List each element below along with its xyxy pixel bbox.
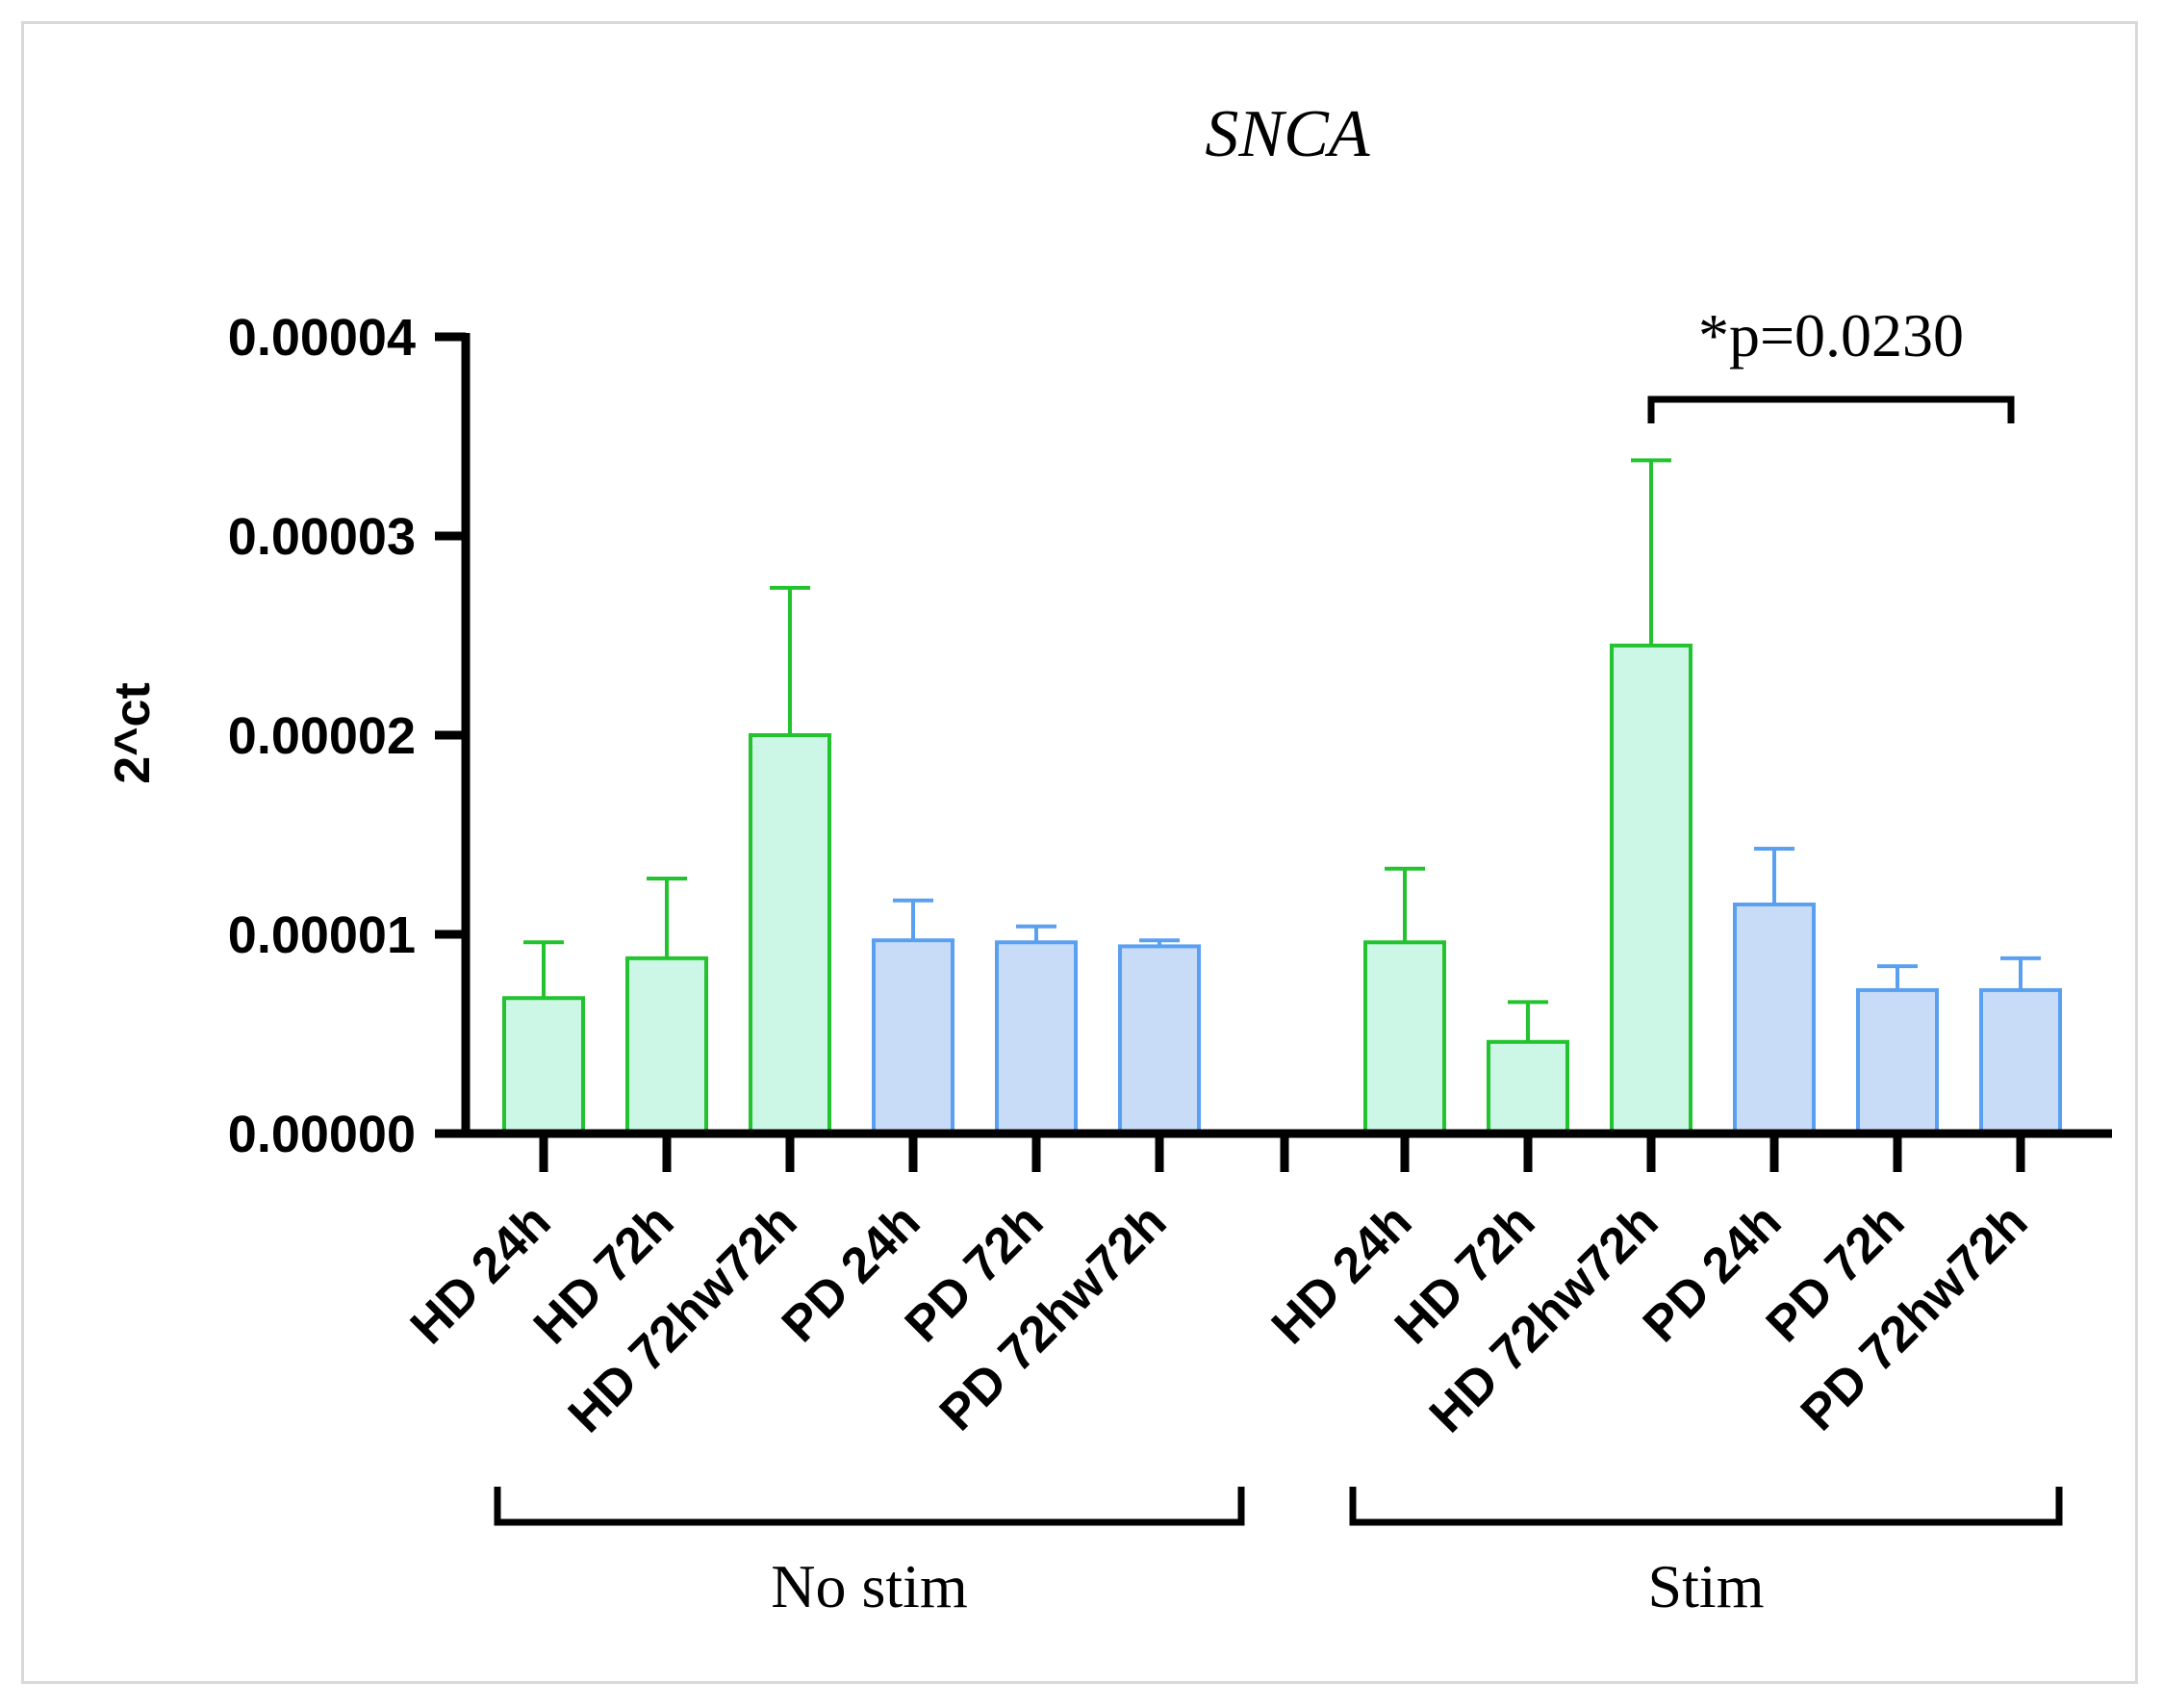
group-label: Stim xyxy=(1648,1552,1765,1620)
y-axis-label: 2^ct xyxy=(105,682,161,784)
bar-stim-pd-24h xyxy=(1733,902,1816,1136)
x-tick-label: PD 24h xyxy=(772,1193,931,1353)
bar-stim-hd-72h xyxy=(1487,1039,1569,1136)
y-tick-label: 0.00004 xyxy=(228,309,416,367)
bar-no-stim-hd-24h xyxy=(502,996,585,1135)
group-brackets-layer: No stim Stim xyxy=(494,1487,2063,1620)
bar-no-stim-pd-72hw72h xyxy=(1118,944,1201,1135)
axes-layer xyxy=(435,332,2112,1172)
y-tick-label: 0.00003 xyxy=(228,508,416,566)
x-tick-label: PD 24h xyxy=(1633,1193,1793,1353)
bar-no-stim-pd-24h xyxy=(872,938,954,1136)
bar-stim-hd-24h xyxy=(1363,940,1446,1136)
bar-stim-pd-72hw72h xyxy=(1979,987,2062,1135)
y-tick-label: 0.00002 xyxy=(228,707,416,765)
bar-no-stim-hd-72h xyxy=(625,956,708,1136)
y-tick-label: 0.00000 xyxy=(228,1106,416,1163)
group-label: No stim xyxy=(771,1552,967,1620)
chart-title: SNCA xyxy=(1205,97,1369,171)
figure-frame xyxy=(21,21,2138,1684)
error-bars-layer xyxy=(523,458,2041,1042)
bar-no-stim-hd-72hw72h xyxy=(749,733,831,1135)
significance-bracket xyxy=(1647,395,2015,423)
significance-label: *p=0.0230 xyxy=(1698,301,1964,370)
bars-layer xyxy=(502,643,2062,1136)
group-bracket xyxy=(1349,1487,2063,1526)
bar-stim-hd-72hw72h xyxy=(1610,643,1692,1135)
group-bracket xyxy=(494,1487,1245,1526)
bar-stim-pd-72h xyxy=(1856,987,1939,1135)
bar-no-stim-pd-72h xyxy=(995,940,1078,1136)
significance-annotation: *p=0.0230 xyxy=(1647,301,2015,423)
y-tick-label: 0.00001 xyxy=(228,906,416,964)
